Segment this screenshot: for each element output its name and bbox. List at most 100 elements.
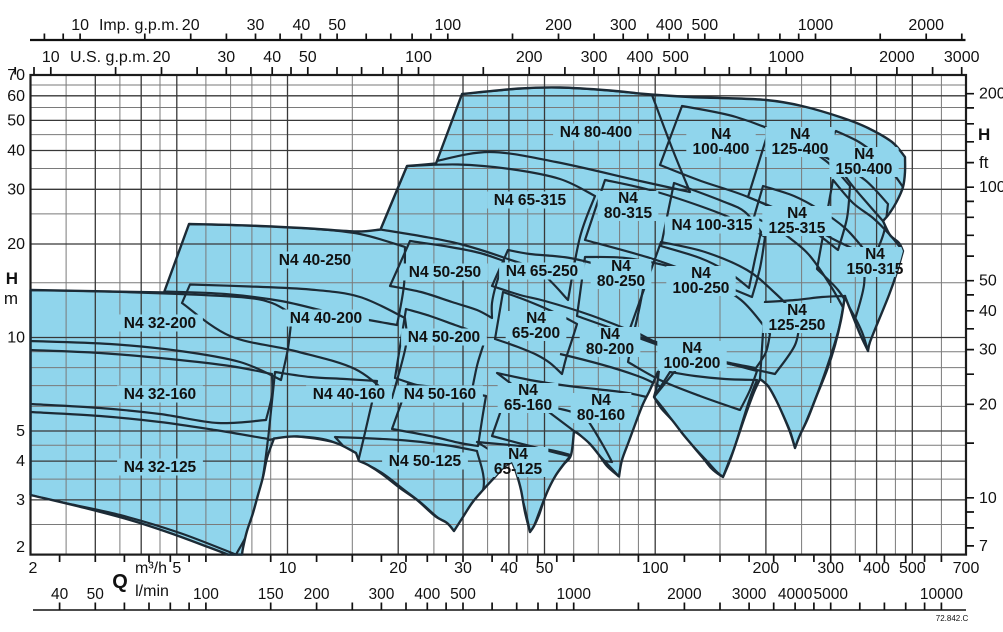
svg-text:10000: 10000 [920,586,963,603]
svg-text:3000: 3000 [944,49,980,66]
svg-text:80-250: 80-250 [597,273,645,290]
svg-text:100: 100 [434,17,461,34]
svg-text:100: 100 [405,49,432,66]
svg-text:30: 30 [217,49,235,66]
svg-text:m: m [4,289,18,308]
svg-text:5: 5 [16,423,25,440]
svg-text:500: 500 [691,17,718,34]
svg-text:N4: N4 [854,146,874,163]
svg-text:50: 50 [979,273,997,290]
svg-text:200: 200 [304,586,330,603]
svg-text:65-125: 65-125 [494,461,543,478]
svg-text:N4 32-200: N4 32-200 [124,315,196,332]
svg-text:100: 100 [193,586,219,603]
svg-text:2: 2 [29,560,38,577]
svg-text:80-315: 80-315 [604,205,653,222]
svg-text:N4: N4 [591,392,611,409]
svg-text:N4 50-200: N4 50-200 [408,329,480,346]
svg-text:N4: N4 [600,326,620,343]
svg-text:N4: N4 [508,446,528,463]
svg-text:m³/h: m³/h [135,560,167,577]
svg-text:N4 50-125: N4 50-125 [389,453,462,470]
svg-text:300: 300 [581,49,608,66]
svg-text:50: 50 [299,49,317,66]
svg-text:10: 10 [42,49,60,66]
svg-text:200: 200 [753,560,780,577]
svg-text:10: 10 [279,560,297,577]
svg-text:80-200: 80-200 [586,341,634,358]
svg-text:10: 10 [71,17,89,34]
svg-text:400: 400 [627,49,654,66]
svg-text:5: 5 [172,560,181,577]
svg-text:30: 30 [7,181,25,198]
svg-text:N4 50-160: N4 50-160 [404,386,476,403]
svg-text:H: H [6,269,18,288]
svg-text:200: 200 [516,49,543,66]
svg-text:200: 200 [545,17,572,34]
svg-text:300: 300 [817,560,844,577]
svg-text:40: 40 [51,586,69,603]
svg-text:2: 2 [16,539,25,556]
svg-text:ft: ft [979,153,989,172]
svg-text:30: 30 [247,17,265,34]
svg-text:N4: N4 [682,340,702,357]
svg-text:N4 65-250: N4 65-250 [506,263,578,280]
svg-text:20: 20 [153,49,171,66]
svg-text:1000: 1000 [556,586,591,603]
svg-text:40: 40 [7,143,25,160]
svg-text:400: 400 [863,560,890,577]
svg-text:20: 20 [7,236,25,253]
svg-text:N4 50-250: N4 50-250 [409,264,481,281]
svg-text:N4: N4 [790,126,810,143]
svg-text:N4 65-315: N4 65-315 [494,192,567,209]
svg-text:150: 150 [258,586,284,603]
svg-text:5000: 5000 [813,586,848,603]
svg-text:3000: 3000 [732,586,767,603]
svg-text:65-200: 65-200 [512,325,560,342]
svg-text:l/min: l/min [135,583,169,600]
svg-text:1000: 1000 [768,49,804,66]
svg-text:50: 50 [328,17,346,34]
svg-text:N4: N4 [787,302,807,319]
svg-text:500: 500 [662,49,689,66]
svg-text:N4 40-250: N4 40-250 [279,252,351,269]
svg-text:N4: N4 [518,382,538,399]
svg-text:70: 70 [7,67,25,84]
svg-text:N4 32-160: N4 32-160 [124,386,196,403]
svg-text:300: 300 [368,586,394,603]
svg-text:40: 40 [263,49,281,66]
svg-text:500: 500 [450,586,476,603]
svg-text:400: 400 [414,586,440,603]
svg-text:N4: N4 [691,265,711,282]
svg-text:10: 10 [7,330,25,347]
svg-text:40: 40 [500,560,518,577]
svg-text:50: 50 [7,112,25,129]
svg-text:4: 4 [16,453,25,470]
svg-text:65-160: 65-160 [504,397,552,414]
svg-text:125-250: 125-250 [769,317,826,334]
svg-text:100-250: 100-250 [673,280,730,297]
svg-text:20: 20 [182,17,200,34]
svg-text:N4: N4 [865,246,885,263]
svg-text:125-400: 125-400 [772,141,829,158]
svg-text:30: 30 [979,342,997,359]
svg-text:N4 40-200: N4 40-200 [290,310,362,327]
svg-text:2000: 2000 [908,17,944,34]
svg-text:700: 700 [953,560,980,577]
svg-text:N4: N4 [787,205,807,222]
svg-text:40: 40 [293,17,311,34]
svg-text:50: 50 [87,586,105,603]
svg-text:N4: N4 [711,126,731,143]
svg-text:40: 40 [979,303,997,320]
svg-text:4000: 4000 [778,586,813,603]
svg-text:200: 200 [979,86,1003,103]
svg-text:125-315: 125-315 [769,220,826,237]
svg-text:N4 32-125: N4 32-125 [124,459,197,476]
svg-text:U.S. g.p.m.: U.S. g.p.m. [70,49,150,66]
svg-text:100: 100 [979,179,1003,196]
svg-text:400: 400 [656,17,683,34]
svg-text:150-315: 150-315 [847,261,904,278]
svg-text:3: 3 [16,492,25,509]
svg-text:100-400: 100-400 [693,141,750,158]
svg-text:150-400: 150-400 [836,161,893,178]
